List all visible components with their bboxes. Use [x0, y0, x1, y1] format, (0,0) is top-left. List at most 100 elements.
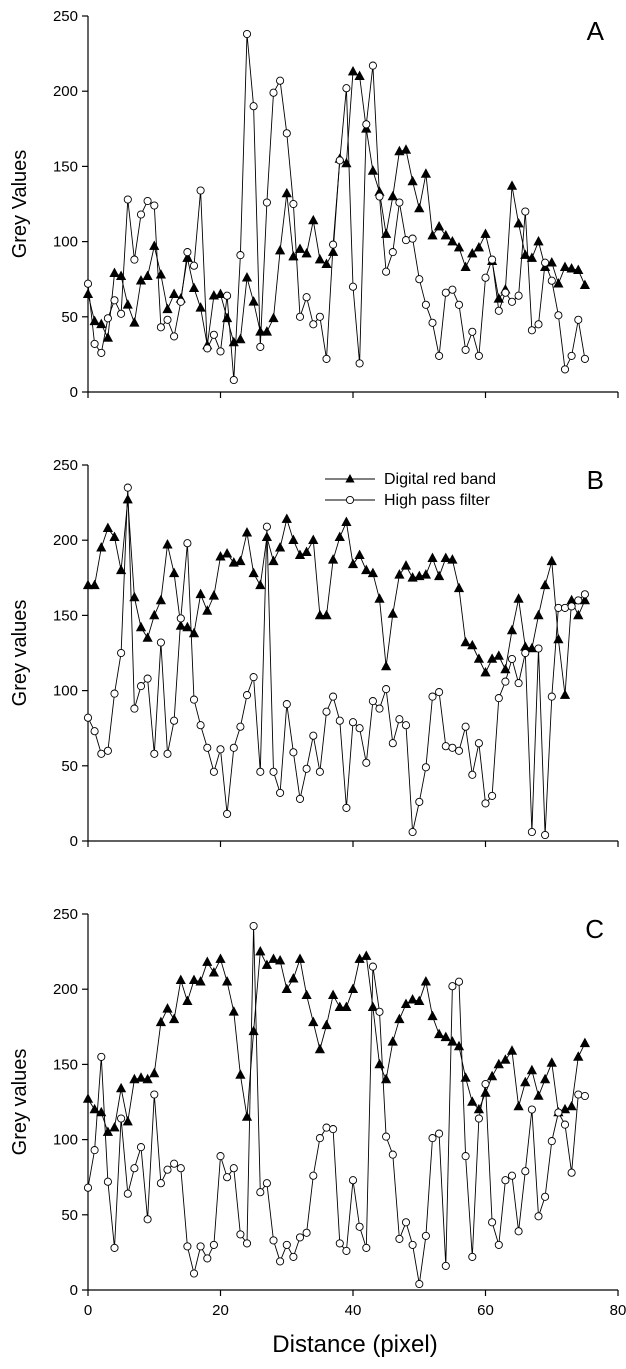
high-pass-point	[554, 311, 563, 320]
high-pass-point	[501, 677, 510, 686]
high-pass-point	[474, 1114, 483, 1123]
high-pass-point	[461, 1152, 470, 1161]
red-band-point	[579, 1037, 591, 1048]
high-pass-point	[401, 1218, 411, 1227]
red-band-point	[546, 257, 557, 267]
red-band-point	[274, 954, 286, 965]
high-pass-point	[170, 716, 179, 725]
red-band-point	[321, 1019, 332, 1030]
high-pass-point	[560, 1120, 570, 1129]
high-pass-point	[567, 351, 576, 360]
high-pass-point	[203, 1254, 212, 1263]
high-pass-point	[322, 354, 331, 363]
red-band-point	[308, 214, 319, 225]
red-band-point	[427, 229, 438, 240]
legend: Digital red band High pass filter	[325, 471, 496, 509]
red-band-point	[162, 539, 173, 549]
y-tick-label: 150	[53, 607, 78, 624]
high-pass-point	[249, 102, 258, 111]
high-pass-point	[170, 1159, 179, 1168]
high-pass-point	[507, 297, 517, 306]
red-band-point	[447, 554, 458, 564]
red-band-point	[427, 1010, 438, 1021]
legend-label: Digital red band	[384, 471, 496, 488]
red-band-point	[526, 252, 538, 262]
high-pass-point	[143, 196, 152, 206]
high-pass-point	[143, 1215, 152, 1224]
red-band-point	[182, 995, 193, 1006]
high-pass-point	[189, 261, 199, 270]
red-band-point	[453, 241, 465, 252]
red-band-point	[526, 1064, 538, 1075]
high-pass-point	[302, 293, 311, 302]
high-pass-point	[302, 1228, 311, 1237]
red-band-point	[314, 1043, 326, 1054]
high-pass-point	[348, 1176, 358, 1185]
high-pass-point	[97, 1052, 106, 1061]
high-pass-point	[269, 767, 278, 776]
red-band-point	[82, 579, 94, 590]
red-band-point	[115, 564, 127, 575]
red-band-point	[440, 1031, 451, 1042]
red-band-point	[288, 534, 299, 545]
red-band-point	[341, 516, 352, 527]
high-pass-point	[388, 1150, 397, 1159]
red-band-point	[526, 642, 538, 653]
panel-c: 0 50 100 150 200 250 0 20 40 60 80 Grey values Dista…	[9, 906, 626, 1358]
legend-triangle-marker	[345, 474, 355, 483]
red-band-point	[228, 336, 239, 347]
red-band-point	[460, 636, 471, 647]
red-band-point	[215, 953, 226, 963]
y-tick-label: 150	[53, 158, 78, 175]
y-tick-label: 250	[53, 906, 78, 923]
high-pass-point	[150, 749, 159, 758]
high-pass-point	[468, 770, 477, 779]
red-band-point	[89, 579, 100, 590]
high-pass-point	[329, 692, 338, 701]
high-pass-point	[309, 731, 318, 740]
high-pass-point	[494, 694, 503, 703]
red-band-point	[149, 240, 160, 250]
high-pass-point	[507, 1171, 517, 1180]
red-band-point	[122, 1115, 133, 1126]
red-band-point	[447, 1036, 458, 1046]
high-pass-point	[276, 76, 285, 85]
high-pass-point	[335, 1239, 344, 1248]
high-pass-point	[196, 186, 205, 195]
high-pass-point	[488, 255, 497, 264]
high-pass-point	[123, 483, 132, 492]
high-pass-point	[441, 288, 450, 297]
red-band-point	[486, 1070, 498, 1081]
high-pass-point	[355, 1222, 364, 1231]
red-band-point	[182, 621, 193, 632]
high-pass-point	[156, 1179, 165, 1188]
y-axis-label: Grey values	[9, 600, 31, 707]
legend-circle-marker	[345, 495, 355, 505]
high-pass-point	[276, 1257, 285, 1266]
red-band-point	[102, 522, 114, 533]
high-pass-point	[90, 727, 99, 736]
high-pass-point	[209, 1240, 218, 1249]
red-band-point	[486, 653, 498, 663]
red-band-point	[142, 270, 153, 281]
red-band-point	[168, 1013, 180, 1024]
high-pass-point	[110, 689, 119, 698]
red-band-point	[573, 264, 584, 275]
red-band-point	[202, 956, 213, 966]
red-band-point	[566, 1100, 577, 1111]
high-pass-point	[136, 682, 146, 691]
red-band-point	[347, 983, 359, 994]
red-band-point	[274, 542, 286, 552]
high-pass-point	[216, 347, 225, 356]
high-pass-point	[488, 791, 497, 800]
high-pass-point	[527, 326, 536, 335]
red-band-point	[109, 531, 120, 542]
high-pass-point	[474, 351, 483, 360]
red-band-point	[149, 609, 160, 620]
y-tick-label: 250	[53, 8, 78, 25]
high-pass-point	[216, 745, 225, 754]
high-pass-point	[289, 1252, 298, 1261]
red-band-point	[407, 994, 418, 1004]
high-pass-point	[262, 198, 271, 207]
red-band-point	[467, 639, 478, 650]
